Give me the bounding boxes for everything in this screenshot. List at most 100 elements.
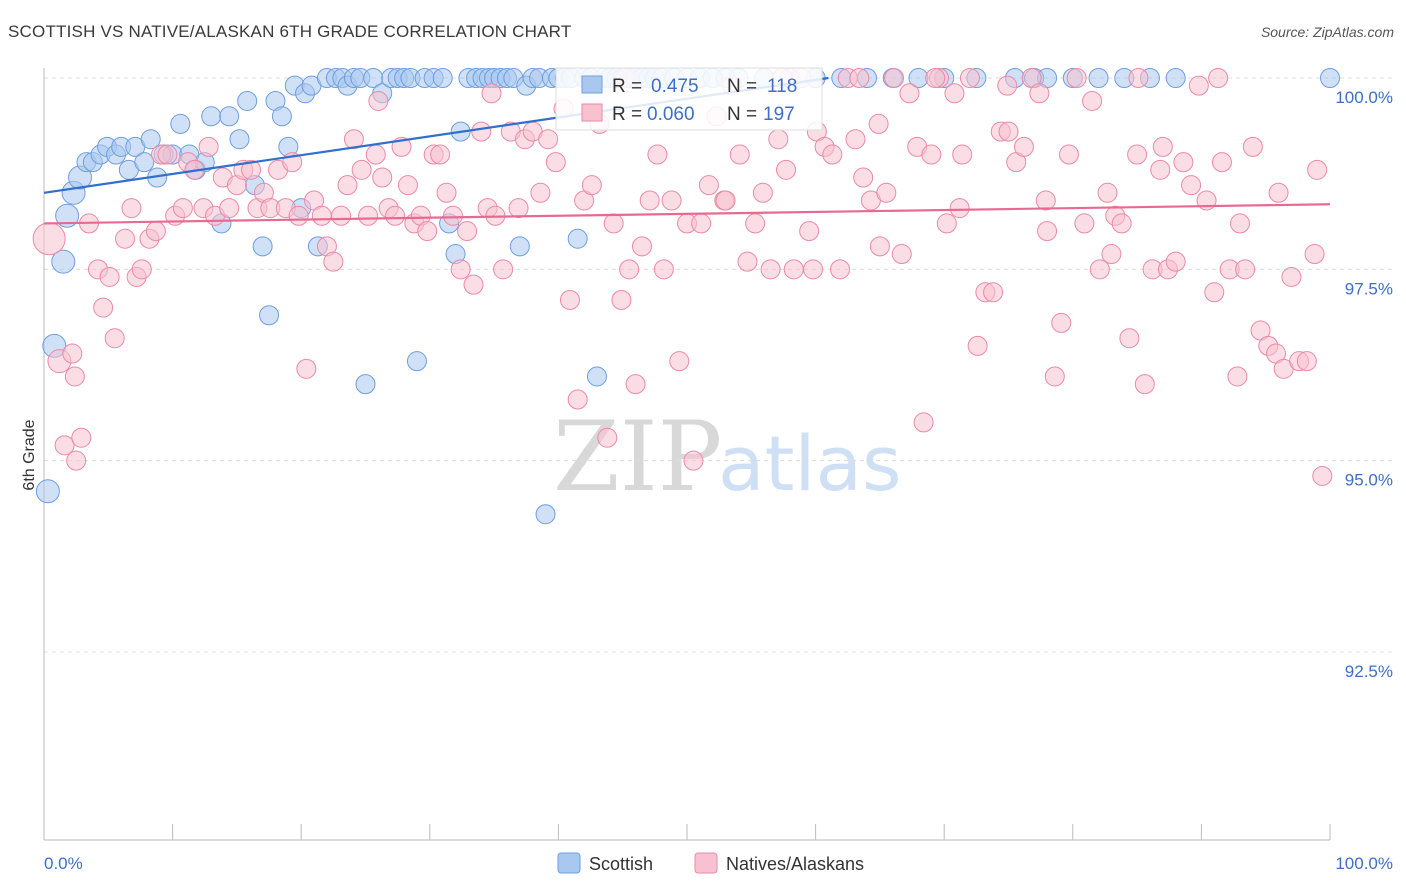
natives-point-178 — [481, 83, 502, 104]
natives-point-63 — [457, 221, 478, 242]
natives-point-68 — [493, 259, 514, 280]
natives-point-157 — [1165, 251, 1186, 272]
natives-point-183 — [997, 75, 1018, 96]
natives-point-17 — [145, 221, 166, 242]
stats-legend-swatch-scottish — [581, 75, 603, 94]
natives-point-116 — [853, 167, 874, 188]
natives-point-152 — [1127, 144, 1148, 165]
natives-point-127 — [936, 213, 957, 234]
scottish-point-55 — [432, 68, 453, 88]
natives-point-142 — [1051, 312, 1072, 333]
scottish-point-71 — [535, 504, 556, 525]
natives-point-128 — [944, 83, 965, 104]
natives-point-140 — [1037, 221, 1058, 242]
natives-point-41 — [311, 205, 332, 226]
natives-point-82 — [597, 427, 618, 448]
natives-point-163 — [1211, 152, 1232, 173]
scottish-point-14 — [134, 152, 155, 173]
scottish-point-113 — [1320, 68, 1340, 88]
chart-title: SCOTTISH VS NATIVE/ALASKAN 6TH GRADE COR… — [8, 22, 572, 41]
stats-r-value-scottish: 0.475 — [651, 76, 699, 97]
natives-point-193 — [1229, 213, 1250, 234]
natives-point-70 — [508, 198, 529, 219]
natives-point-91 — [661, 190, 682, 211]
scottish-point-29 — [252, 236, 273, 257]
stats-r-value-natives: 0.060 — [647, 104, 695, 125]
natives-point-174 — [1296, 351, 1317, 372]
scottish-point-32 — [271, 106, 292, 127]
natives-point-194 — [1268, 182, 1289, 203]
natives-point-74 — [538, 129, 559, 150]
natives-point-115 — [845, 129, 866, 150]
x-tick-label-min: 0.0% — [44, 854, 83, 873]
natives-point-102 — [745, 213, 766, 234]
natives-point-4 — [64, 366, 85, 387]
natives-point-85 — [619, 259, 640, 280]
natives-point-45 — [337, 175, 358, 196]
natives-trend-line — [43, 203, 1331, 225]
natives-point-186 — [715, 190, 736, 211]
natives-point-113 — [830, 259, 851, 280]
scottish-point-25 — [219, 106, 240, 127]
natives-point-121 — [891, 244, 912, 265]
natives-point-62 — [450, 259, 471, 280]
natives-point-95 — [691, 213, 712, 234]
natives-point-175 — [1304, 244, 1325, 265]
natives-point-120 — [884, 68, 905, 88]
natives-point-77 — [559, 289, 580, 310]
source-label: Source: ZipAtlas.com — [1260, 24, 1394, 40]
natives-point-103 — [752, 182, 773, 203]
natives-point-52 — [385, 205, 406, 226]
natives-point-2 — [54, 435, 75, 456]
natives-point-148 — [1097, 182, 1118, 203]
natives-point-64 — [463, 274, 484, 295]
legend-label-scottish: Scottish — [589, 854, 653, 874]
scottish-point-2 — [51, 249, 76, 274]
stats-n-label-natives: N = — [727, 104, 757, 125]
scottish-point-67 — [509, 236, 530, 257]
natives-point-92 — [669, 351, 690, 372]
y-tick-label-2: 95.0% — [1345, 471, 1393, 490]
natives-point-122 — [899, 83, 920, 104]
natives-point-167 — [1242, 136, 1263, 157]
natives-point-57 — [417, 221, 438, 242]
natives-point-0 — [32, 222, 66, 256]
natives-point-177 — [368, 90, 389, 111]
natives-point-135 — [998, 121, 1019, 142]
natives-point-153 — [1134, 374, 1155, 395]
natives-point-187 — [803, 259, 824, 280]
scottish-point-23 — [201, 106, 222, 127]
natives-point-49 — [365, 144, 386, 165]
natives-point-5 — [66, 450, 87, 471]
natives-point-101 — [737, 251, 758, 272]
natives-point-141 — [1044, 366, 1065, 387]
natives-point-145 — [1074, 213, 1095, 234]
y-axis-label: 6th Grade — [21, 419, 38, 490]
natives-point-84 — [611, 289, 632, 310]
y-tick-label-3: 92.5% — [1345, 662, 1393, 681]
natives-point-38 — [288, 205, 309, 226]
natives-point-133 — [983, 282, 1004, 303]
y-tick-labels: 100.0% 97.5% 95.0% 92.5% — [1335, 88, 1393, 681]
natives-point-191 — [1101, 244, 1122, 265]
scottish-point-79 — [586, 366, 607, 387]
natives-point-83 — [603, 213, 624, 234]
scottish-point-112 — [1165, 68, 1186, 88]
natives-point-59 — [430, 144, 451, 165]
natives-point-78 — [567, 389, 588, 410]
natives-point-137 — [1013, 136, 1034, 157]
data-points — [32, 68, 1340, 525]
natives-point-188 — [869, 236, 890, 257]
stats-n-label-scottish: N = — [727, 76, 757, 97]
natives-point-160 — [1188, 75, 1209, 96]
series-legend: Scottish Natives/Alaskans — [557, 852, 864, 874]
natives-point-75 — [545, 152, 566, 173]
natives-point-165 — [1227, 366, 1248, 387]
natives-point-87 — [631, 236, 652, 257]
y-tick-label-0: 100.0% — [1335, 88, 1393, 107]
natives-point-131 — [967, 335, 988, 356]
natives-point-25 — [198, 136, 219, 157]
natives-point-39 — [296, 358, 317, 379]
natives-point-130 — [959, 68, 980, 88]
